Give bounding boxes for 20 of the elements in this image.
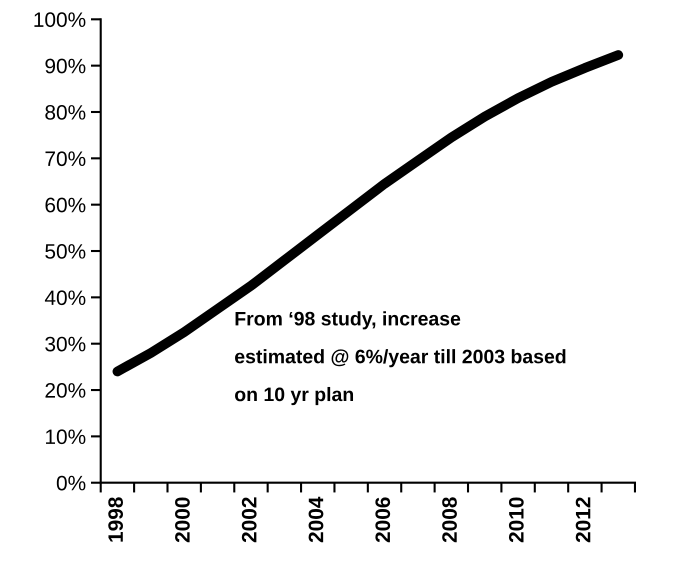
y-tick-label: 50% [45, 244, 86, 259]
annotation: From ‘98 study, increase estimated @ 6%/year till 2003 based on 10 yr plan [235, 311, 566, 406]
x-tick-label: 2008 [442, 497, 457, 542]
y-tick-label: 40% [44, 290, 86, 306]
y-tick-label: 90% [45, 58, 86, 74]
x-tick-label: 2002 [242, 497, 257, 542]
x-tick-label: 2004 [308, 496, 324, 542]
y-tick-label: 30% [45, 336, 86, 352]
x-tick-label: 2006 [375, 497, 390, 542]
y-tick-label: 0% [56, 476, 86, 490]
x-tick-label: 1998 [108, 497, 124, 542]
y-tick-label: 60% [45, 198, 86, 212]
x-tick-label: 2012 [576, 497, 590, 542]
y-tick-label: 70% [46, 151, 86, 166]
y-tick-label: 20% [45, 383, 86, 398]
x-tick-label: 2010 [508, 497, 524, 542]
y-tick-label: 10% [46, 429, 86, 444]
x-tick-label: 2000 [175, 497, 190, 542]
y-tick-label: 100% [34, 12, 86, 28]
y-tick-label: 80% [45, 104, 86, 120]
